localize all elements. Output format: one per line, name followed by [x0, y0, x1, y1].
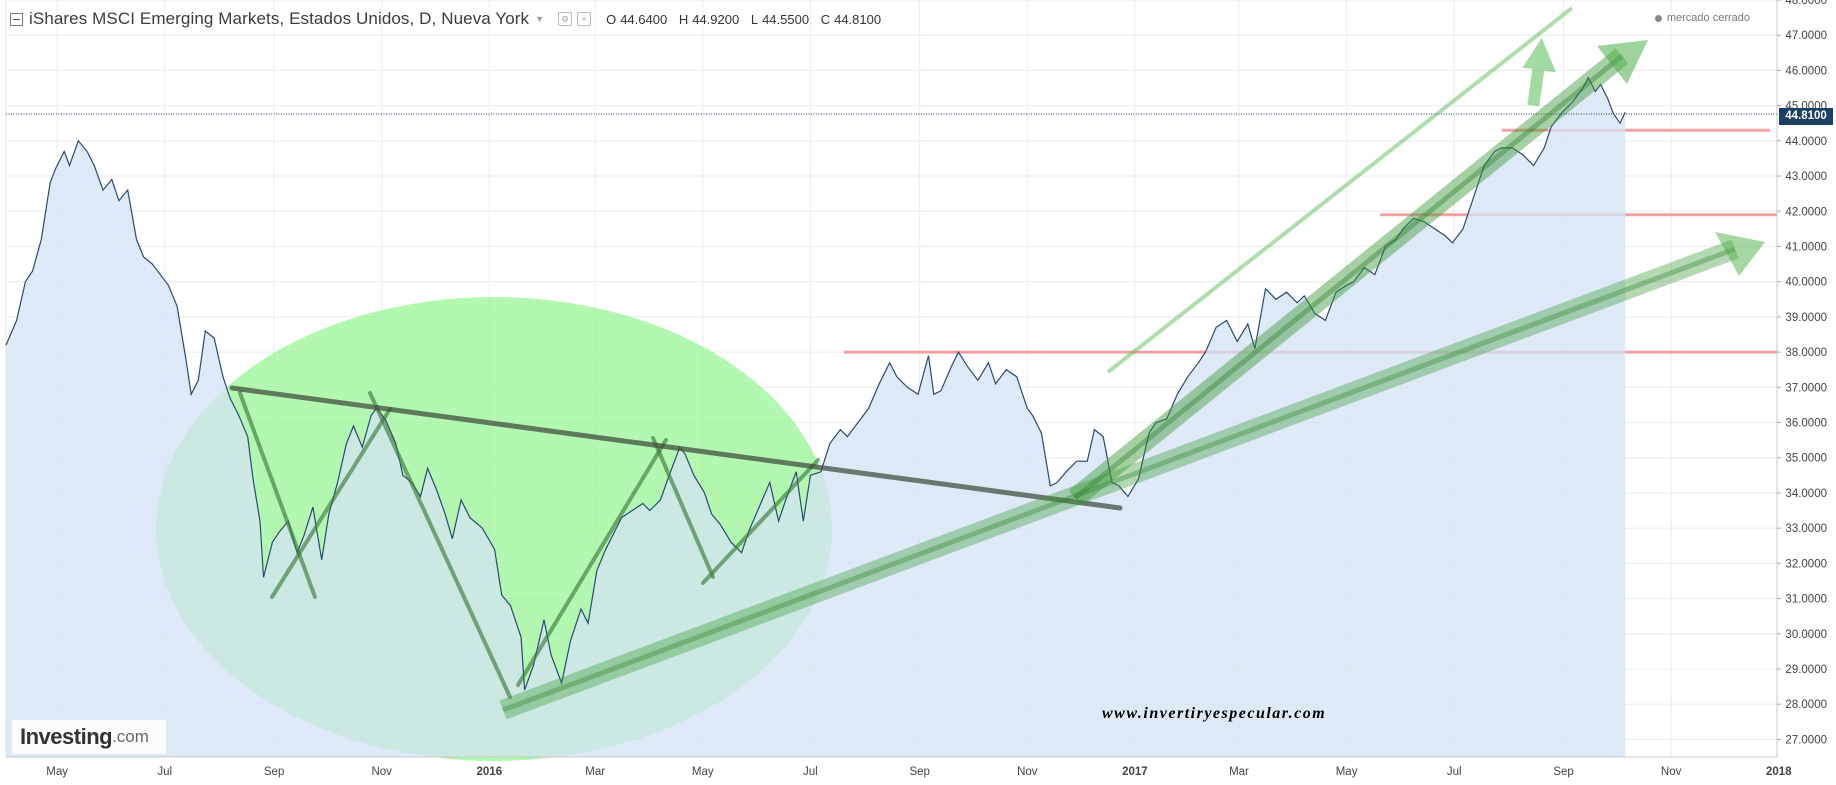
x-tick-label: Sep	[1553, 766, 1573, 778]
chevron-down-icon[interactable]: ▼	[535, 14, 545, 24]
x-tick-label: Nov	[371, 766, 392, 778]
y-tick-label: 37.0000	[1785, 382, 1827, 394]
logo-suffix: .com	[112, 727, 149, 746]
y-tick-label: 30.0000	[1785, 629, 1827, 641]
y-tick-label: 28.0000	[1785, 699, 1827, 711]
watermark-url: www.invertiryespecular.com	[1102, 705, 1327, 722]
arrow-lower	[499, 232, 1765, 720]
zigzag-segment	[368, 391, 512, 699]
close-value: 44.8100	[834, 11, 882, 27]
x-tick-label: May	[1336, 766, 1358, 778]
current-price-tag: 44.8100	[1779, 108, 1833, 125]
x-tick-label: Nov	[1017, 766, 1038, 778]
y-tick-label: 46.0000	[1785, 65, 1827, 77]
zigzag-segment	[516, 438, 668, 687]
status-dot-icon	[1654, 14, 1662, 22]
y-tick-label: 31.0000	[1785, 594, 1827, 606]
open-value: 44.6400	[620, 11, 668, 27]
zigzag-segment	[701, 458, 820, 585]
y-tick-label: 44.0000	[1785, 136, 1827, 148]
zigzag-segment	[651, 436, 715, 579]
low-value: 44.5500	[762, 11, 810, 27]
market-status: mercado cerrado	[1654, 12, 1750, 24]
collapse-icon[interactable]	[10, 12, 23, 26]
y-tick-label: 32.0000	[1785, 558, 1827, 570]
x-tick-label: May	[46, 766, 68, 778]
y-tick-label: 29.0000	[1785, 664, 1827, 676]
y-tick-label: 40.0000	[1785, 277, 1827, 289]
investing-logo: Investing .com	[12, 720, 166, 754]
x-tick-label: Sep	[264, 766, 284, 778]
y-tick-label: 41.0000	[1785, 241, 1827, 253]
price-area	[6, 77, 1626, 757]
y-axis: 27.0000 28.0000 29.0000 30.0000 31.0000 32.00…	[1776, 0, 1827, 757]
logo-text: Investing	[20, 724, 113, 749]
settings-icon[interactable]: ⚙	[558, 12, 573, 26]
high-value: 44.9200	[692, 11, 740, 27]
price-line	[5, 76, 1626, 691]
ohlc-readout: O 44.6400 H 44.9200 L 44.5500 C 44.8100	[606, 12, 889, 27]
x-tick-label: 2018	[1766, 766, 1792, 778]
instrument-title: iShares MSCI Emerging Markets, Estados U…	[29, 9, 530, 28]
y-tick-label: 33.0000	[1785, 523, 1827, 535]
x-tick-label: 2017	[1122, 766, 1148, 778]
x-tick-label: Mar	[1229, 766, 1249, 778]
y-tick-label: 47.0000	[1785, 30, 1827, 42]
market-status-text: mercado cerrado	[1666, 12, 1750, 24]
open-label: O	[606, 11, 617, 27]
x-tick-label: Jul	[1447, 766, 1462, 778]
close-label: C	[820, 11, 831, 27]
x-tick-label: Nov	[1661, 766, 1682, 778]
y-tick-label: 39.0000	[1785, 312, 1827, 324]
zigzag-lines	[238, 391, 820, 699]
high-label: H	[678, 11, 689, 27]
y-tick-label: 48.0000	[1785, 0, 1827, 7]
y-tick-label: 43.0000	[1785, 171, 1827, 183]
small-up-arrow	[1522, 38, 1557, 107]
y-tick-label: 34.0000	[1785, 488, 1827, 500]
zigzag-segment	[270, 407, 392, 599]
channel-upper-line	[1106, 6, 1574, 374]
x-tick-label: Mar	[585, 766, 605, 778]
close-icon[interactable]: ×	[577, 12, 592, 26]
x-tick-label: Jul	[803, 766, 818, 778]
y-tick-label: 42.0000	[1785, 206, 1827, 218]
y-tick-label: 35.0000	[1785, 453, 1827, 465]
chart-header: iShares MSCI Emerging Markets, Estados U…	[10, 6, 889, 32]
x-tick-label: Sep	[909, 766, 929, 778]
x-tick-label: Jul	[157, 766, 172, 778]
x-axis: May Jul Sep Nov 2016 Mar May Jul Sep Nov 2017 Mar Ma…	[6, 756, 1792, 778]
x-tick-label: 2016	[477, 766, 503, 778]
arrow-upper	[1068, 40, 1648, 506]
neckline-trendline	[229, 385, 1123, 511]
y-tick-label: 27.0000	[1785, 734, 1827, 746]
low-label: L	[750, 11, 759, 27]
zigzag-segment	[238, 391, 317, 599]
y-tick-label: 38.0000	[1785, 347, 1827, 359]
y-tick-label: 36.0000	[1785, 418, 1827, 430]
x-tick-label: May	[692, 766, 714, 778]
